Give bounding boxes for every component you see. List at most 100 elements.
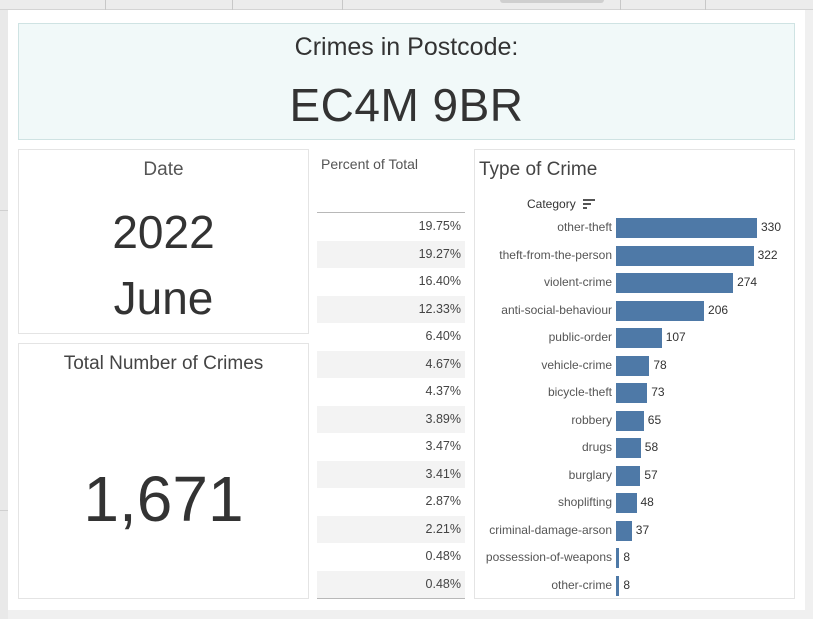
strip-divider [0, 510, 8, 511]
bar-value-label: 8 [623, 577, 631, 592]
bar-value-label: 274 [737, 275, 758, 289]
footer-rule [317, 598, 465, 599]
date-label: Date [143, 159, 184, 180]
window-top-strip [0, 0, 813, 10]
category-label: criminal-damage-arson [489, 522, 612, 537]
date-card[interactable]: Date 2022 June [18, 149, 309, 334]
percent-cell[interactable]: 3.47% [425, 439, 461, 453]
crime-bar[interactable] [616, 520, 632, 541]
bar-value-label: 206 [708, 302, 729, 317]
category-label: other-theft [557, 220, 612, 234]
sort-descending-icon[interactable] [583, 199, 595, 209]
bar-value-label: 107 [665, 330, 686, 344]
header-title: Crimes in Postcode: [294, 33, 519, 61]
bar-value-label: 330 [761, 220, 782, 234]
percent-cell[interactable]: 0.48% [425, 549, 461, 563]
type-of-crime-title: Type of Crime [479, 159, 598, 180]
percent-cell[interactable]: 3.89% [317, 405, 465, 433]
toolbar-separator [105, 0, 106, 10]
percent-cell[interactable]: 19.75% [418, 219, 461, 233]
bar-value-label: 78 [653, 357, 667, 372]
percent-cell[interactable]: 16.40% [418, 274, 461, 288]
category-label: anti-social-behaviour [501, 302, 612, 317]
strip-divider [0, 210, 8, 211]
date-year: 2022 [112, 206, 215, 258]
crime-bar[interactable] [616, 548, 620, 568]
percent-header: Percent of Total [321, 156, 419, 172]
crime-bar[interactable] [616, 383, 648, 403]
crime-row[interactable]: other-theft 330 [475, 214, 796, 242]
dashboard-canvas: Crimes in Postcode: EC4M 9BR Date 2022 J… [8, 10, 805, 610]
toolbar-separator [232, 0, 233, 10]
crime-row[interactable]: vehicle-crime 78 [475, 352, 796, 380]
crime-row[interactable]: violent-crime 274 [475, 269, 796, 297]
category-label: bicycle-theft [547, 385, 612, 399]
category-label: theft-from-the-person [499, 247, 612, 262]
crime-row[interactable]: theft-from-the-person 322 [475, 242, 796, 270]
crime-bar[interactable] [616, 218, 757, 238]
category-label: other-crime [551, 577, 612, 592]
crime-row[interactable]: criminal-damage-arson 37 [475, 517, 796, 545]
bar-value-label: 48 [640, 495, 654, 509]
postcode-value: EC4M 9BR [289, 79, 524, 131]
percent-cell[interactable]: 19.27% [317, 240, 465, 268]
crime-bar[interactable] [616, 465, 641, 486]
date-month: June [113, 272, 214, 324]
total-crimes-value: 1,671 [83, 463, 244, 535]
crime-row[interactable]: public-order 107 [475, 324, 796, 352]
crime-row[interactable]: robbery 65 [475, 407, 796, 435]
crime-row[interactable]: drugs 58 [475, 434, 796, 462]
category-label: vehicle-crime [541, 357, 612, 372]
crime-bar[interactable] [616, 493, 637, 513]
percent-cell[interactable]: 2.21% [317, 515, 465, 543]
percent-cell[interactable]: 4.67% [317, 350, 465, 378]
crime-row[interactable]: bicycle-theft 73 [475, 379, 796, 407]
bar-value-label: 8 [623, 550, 631, 564]
category-label: violent-crime [543, 275, 612, 289]
total-crimes-card[interactable]: Total Number of Crimes 1,671 [18, 343, 309, 599]
total-crimes-label: Total Number of Crimes [63, 353, 264, 374]
bar-value-label: 57 [644, 467, 658, 482]
crime-bar[interactable] [616, 273, 734, 293]
bar-value-label: 73 [651, 385, 665, 399]
bar-value-label: 322 [757, 247, 778, 262]
percent-of-total-table[interactable]: Percent of Total 19.75% 19.27% 16.40% 12.33… [317, 149, 465, 599]
percent-cell[interactable]: 0.48% [317, 570, 465, 598]
category-label: public-order [548, 330, 612, 344]
type-of-crime-chart[interactable]: Type of Crime Category other-theft 330 the… [474, 149, 795, 599]
percent-cell[interactable]: 2.87% [425, 494, 461, 508]
crime-row[interactable]: other-crime 8 [475, 572, 796, 600]
postcode-header: Crimes in Postcode: EC4M 9BR [18, 23, 795, 140]
toolbar-separator [620, 0, 621, 10]
crime-bar[interactable] [616, 575, 620, 596]
crime-bar[interactable] [616, 355, 650, 376]
toolbar-separator [342, 0, 343, 10]
toolbar-separator [705, 0, 706, 10]
category-label: possession-of-weapons [485, 550, 612, 564]
crime-row[interactable]: shoplifting 48 [475, 489, 796, 517]
percent-cell[interactable]: 12.33% [317, 295, 465, 323]
crime-row[interactable]: anti-social-behaviour 206 [475, 297, 796, 325]
crime-bar[interactable] [616, 410, 644, 431]
window-left-strip [0, 10, 8, 619]
toolbar-field-edge [500, 0, 604, 3]
percent-rows: 19.75% 19.27% 16.40% 12.33% 6.40% 4.67% 4.37% 3… [317, 213, 465, 598]
crime-bar[interactable] [616, 328, 662, 348]
crime-bar[interactable] [616, 438, 641, 458]
category-label: robbery [571, 412, 612, 427]
category-label: drugs [581, 440, 612, 454]
crime-bar[interactable] [616, 300, 705, 321]
category-header[interactable]: Category [527, 197, 576, 211]
bar-value-label: 37 [635, 522, 650, 537]
header-rule [317, 212, 465, 213]
bar-value-label: 65 [647, 412, 662, 427]
crime-bar[interactable] [616, 245, 754, 266]
bar-value-label: 58 [644, 440, 659, 454]
crime-row[interactable]: possession-of-weapons 8 [475, 544, 796, 572]
percent-cell[interactable]: 3.41% [317, 460, 465, 488]
percent-cell[interactable]: 6.40% [425, 329, 461, 343]
percent-cell[interactable]: 4.37% [425, 384, 461, 398]
category-label: shoplifting [557, 495, 612, 509]
crime-row[interactable]: burglary 57 [475, 462, 796, 490]
category-label: burglary [568, 467, 612, 482]
